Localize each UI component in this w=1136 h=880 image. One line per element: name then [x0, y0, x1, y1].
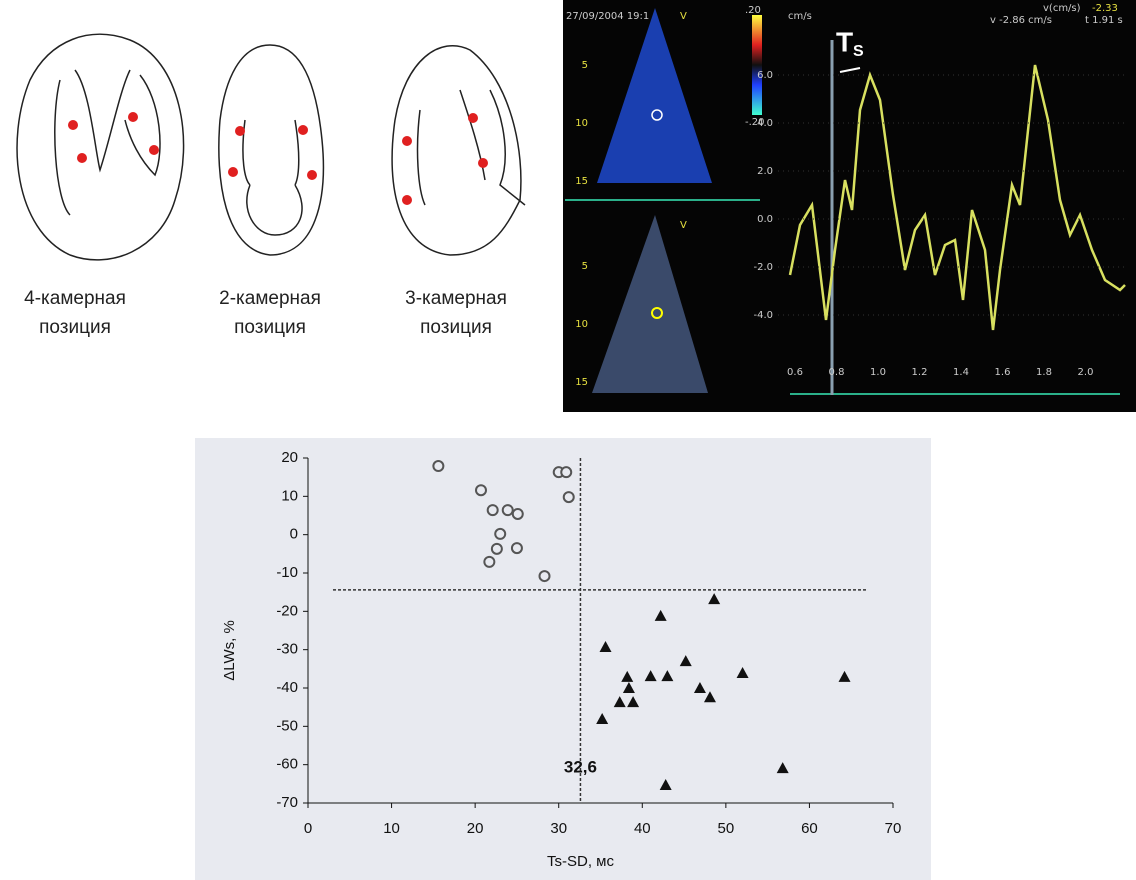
time-tick: 2.0	[1078, 367, 1094, 378]
y-tick-label: -20	[276, 602, 298, 619]
x-tick-label: 40	[634, 820, 651, 837]
diagram-label: 4-камерная	[24, 288, 126, 309]
depth-tick: 10	[575, 118, 588, 129]
ts-marker: T	[836, 26, 853, 57]
threshold-label: 32,6	[564, 757, 597, 776]
ts-marker-sub: S	[853, 43, 864, 60]
point	[561, 467, 571, 477]
chart-panel	[195, 438, 931, 880]
point	[492, 544, 502, 554]
x-tick-label: 0	[304, 820, 312, 837]
diagram-labels: 4-камерная позиция 2-камерная позиция 3-…	[24, 288, 507, 338]
y-tick-label: -70	[276, 794, 298, 811]
time-tick: 0.6	[787, 367, 803, 378]
x-tick-label: 50	[718, 820, 735, 837]
y-tick-label: 20	[281, 449, 298, 466]
x-tick-label: 30	[550, 820, 567, 837]
dot	[402, 136, 412, 146]
y-tick-label: -10	[276, 564, 298, 581]
diagram-label: позиция	[420, 317, 492, 338]
time-tick: 1.2	[912, 367, 928, 378]
color-bar	[752, 15, 762, 115]
figure: 4-камерная позиция 2-камерная позиция 3-…	[0, 0, 1136, 880]
time-readout: t 1.91 s	[1085, 15, 1123, 26]
dot	[307, 170, 317, 180]
dot	[149, 145, 159, 155]
point	[488, 505, 498, 515]
dot	[128, 112, 138, 122]
point	[433, 461, 443, 471]
diagram-label: 3-камерная	[405, 288, 507, 309]
velocity-readout: v -2.86 cm/s	[990, 15, 1052, 26]
depth-tick: 5	[582, 60, 588, 71]
echo-date: 27/09/2004 19:1	[566, 11, 649, 22]
dot	[77, 153, 87, 163]
velocity-tick: -2.0	[753, 262, 773, 273]
dot	[235, 126, 245, 136]
scale-max: .20	[745, 5, 761, 16]
depth-tick: 5	[582, 261, 588, 272]
x-tick-label: 70	[885, 820, 902, 837]
velocity-tick: 6.0	[757, 70, 773, 81]
depth-tick: 10	[575, 319, 588, 330]
point	[564, 492, 574, 502]
point	[484, 557, 494, 567]
point	[513, 509, 523, 519]
echo-unit: cm/s	[788, 11, 812, 22]
dot	[402, 195, 412, 205]
point	[512, 543, 522, 553]
dot	[68, 120, 78, 130]
heart-diagrams	[17, 34, 525, 260]
heart-2ch	[219, 45, 324, 255]
y-tick-label: -60	[276, 756, 298, 773]
time-tick: 1.8	[1036, 367, 1052, 378]
velocity-tick: 0.0	[757, 214, 773, 225]
time-tick: 1.6	[995, 367, 1011, 378]
readout-value: -2.33	[1092, 3, 1118, 14]
diagram-label: позиция	[39, 317, 111, 338]
echo-mode: V	[680, 220, 687, 231]
y-tick-label: 10	[281, 487, 298, 504]
dot	[478, 158, 488, 168]
point	[540, 571, 550, 581]
dot	[468, 113, 478, 123]
y-tick-label: -30	[276, 641, 298, 658]
depth-tick: 15	[575, 176, 588, 187]
dot	[298, 125, 308, 135]
velocity-tick: 2.0	[757, 166, 773, 177]
x-tick-label: 60	[801, 820, 818, 837]
depth-tick: 15	[575, 377, 588, 388]
x-tick-label: 20	[467, 820, 484, 837]
y-tick-label: -50	[276, 717, 298, 734]
time-tick: 1.4	[953, 367, 969, 378]
x-axis-label: Ts-SD, мс	[547, 853, 614, 870]
y-tick-label: 0	[290, 526, 298, 543]
heart-dots	[68, 112, 488, 205]
x-tick-label: 10	[383, 820, 400, 837]
y-tick-label: -40	[276, 679, 298, 696]
point	[503, 505, 513, 515]
echo-mode: V	[680, 11, 687, 22]
readout-label: v(cm/s)	[1043, 3, 1081, 14]
echo-panel: 27/09/2004 19:1 V V .20 -.20 cm/s v(cm/s…	[563, 0, 1136, 412]
diagram-label: позиция	[234, 317, 306, 338]
heart-3ch	[392, 46, 525, 255]
point	[476, 485, 486, 495]
velocity-tick: 4.0	[757, 118, 773, 129]
y-axis-label: ΔLWs, %	[221, 620, 238, 681]
heart-4ch	[17, 34, 184, 260]
dot	[228, 167, 238, 177]
time-tick: 1.0	[870, 367, 886, 378]
diagram-label: 2-камерная	[219, 288, 321, 309]
point	[495, 529, 505, 539]
time-tick: 0.8	[829, 367, 845, 378]
velocity-tick: -4.0	[753, 310, 773, 321]
